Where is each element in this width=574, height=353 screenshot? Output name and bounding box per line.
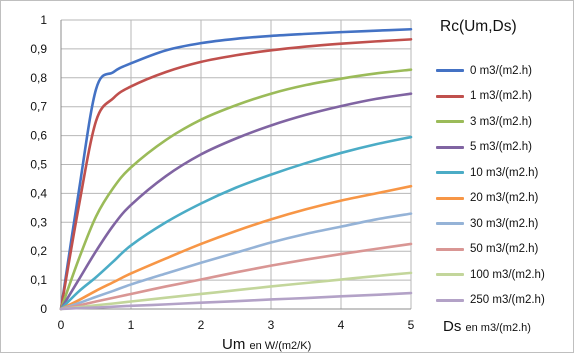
series-line bbox=[59, 92, 413, 311]
legend-swatch bbox=[436, 273, 464, 277]
legend-label: 100 m3/(m2.h) bbox=[470, 268, 545, 281]
legend-swatch bbox=[436, 196, 464, 200]
ds-label-unit: en m3/(m2.h) bbox=[465, 322, 531, 334]
legend-swatch bbox=[436, 171, 464, 175]
legend-swatch bbox=[436, 94, 464, 98]
legend-label: 50 m3/(m2.h) bbox=[470, 243, 539, 256]
x-tick-label: 3 bbox=[268, 318, 275, 332]
series-line bbox=[59, 27, 413, 311]
x-tick-label: 4 bbox=[338, 318, 345, 332]
y-tick-label: 0,2 bbox=[30, 244, 47, 258]
legend-item: 10 m3/(m2.h) bbox=[436, 160, 572, 186]
legend-label: 20 m3/(m2.h) bbox=[470, 192, 539, 205]
y-tick-label: 0 bbox=[40, 302, 47, 316]
legend-label: 3 m3/(m2.h) bbox=[470, 115, 532, 128]
legend-swatch bbox=[436, 120, 464, 124]
series-line bbox=[59, 38, 413, 311]
legend-item: 5 m3/(m2.h) bbox=[436, 135, 572, 161]
ds-label-main: Ds bbox=[443, 318, 462, 335]
x-tick-label: 0 bbox=[58, 318, 65, 332]
legend: 0 m3/(m2.h) 1 m3/(m2.h) 3 m3/(m2.h) 5 m3/(m… bbox=[436, 58, 572, 313]
y-tick-label: 0,8 bbox=[30, 71, 47, 85]
legend-label: 5 m3/(m2.h) bbox=[470, 141, 532, 154]
series-line bbox=[59, 242, 413, 311]
legend-swatch bbox=[436, 222, 464, 226]
legend-label: 30 m3/(m2.h) bbox=[470, 217, 539, 230]
series-line bbox=[59, 291, 413, 311]
series-lines bbox=[59, 27, 413, 311]
legend-title: Rc(Um,Ds) bbox=[440, 18, 517, 35]
legend-label: 10 m3/(m2.h) bbox=[470, 166, 539, 179]
series-line bbox=[59, 212, 413, 311]
y-tick-label: 0,4 bbox=[30, 186, 47, 200]
y-tick-label: 1 bbox=[40, 13, 47, 27]
legend-item: 250 m3/(m2.h) bbox=[436, 288, 572, 314]
legend-item: 100 m3/(m2.h) bbox=[436, 262, 572, 288]
legend-item: 0 m3/(m2.h) bbox=[436, 58, 572, 84]
x-tick-label: 2 bbox=[198, 318, 205, 332]
series-line bbox=[59, 184, 413, 311]
x-axis-label: Um en W/(m2/K) bbox=[222, 336, 311, 353]
legend-label: 250 m3/(m2.h) bbox=[470, 294, 545, 307]
axes bbox=[60, 20, 411, 310]
legend-label: 0 m3/(m2.h) bbox=[470, 64, 532, 77]
ds-label: Ds en m3/(m2.h) bbox=[443, 318, 531, 335]
legend-item: 3 m3/(m2.h) bbox=[436, 109, 572, 135]
x-tick-label: 1 bbox=[128, 318, 135, 332]
grid-lines bbox=[61, 19, 412, 309]
x-axis-label-unit: en W/(m2/K) bbox=[249, 340, 312, 352]
legend-label: 1 m3/(m2.h) bbox=[470, 90, 532, 103]
legend-item: 30 m3/(m2.h) bbox=[436, 211, 572, 237]
tick-labels: 0 1 2 3 4 5 0 0,1 0,2 0,3 0,4 0,5 0,6 0,7 0,8 0,9 1 bbox=[30, 13, 414, 332]
y-tick-label: 0,7 bbox=[30, 100, 47, 114]
series-line bbox=[59, 135, 413, 311]
x-tick-label: 5 bbox=[408, 318, 415, 332]
legend-swatch bbox=[436, 69, 464, 73]
y-tick-label: 0,9 bbox=[30, 42, 47, 56]
legend-swatch bbox=[436, 298, 464, 302]
legend-item: 50 m3/(m2.h) bbox=[436, 237, 572, 263]
y-tick-label: 0,5 bbox=[30, 158, 47, 172]
legend-item: 20 m3/(m2.h) bbox=[436, 186, 572, 212]
legend-swatch bbox=[436, 247, 464, 251]
y-tick-label: 0,1 bbox=[30, 273, 47, 287]
legend-swatch bbox=[436, 145, 464, 149]
series-line bbox=[59, 68, 413, 311]
y-tick-label: 0,3 bbox=[30, 215, 47, 229]
series-line bbox=[59, 271, 413, 311]
x-axis-label-main: Um bbox=[222, 336, 246, 353]
y-tick-label: 0,6 bbox=[30, 129, 47, 143]
legend-item: 1 m3/(m2.h) bbox=[436, 84, 572, 110]
